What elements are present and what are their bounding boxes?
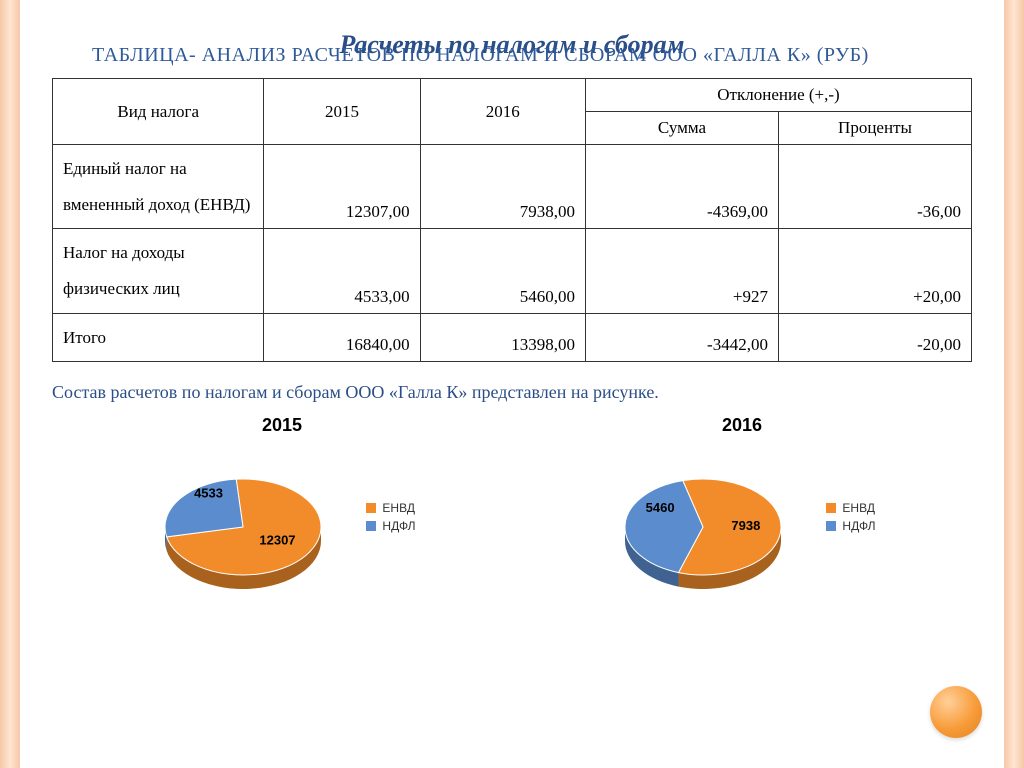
decorative-left-bar: [0, 0, 20, 768]
cell-pct: -36,00: [778, 145, 971, 229]
cell-sum: -4369,00: [585, 145, 778, 229]
label: Единый налог на вмененный доход (ЕНВД): [53, 145, 264, 229]
legend-swatch: [366, 521, 376, 531]
cell-2015: 4533,00: [264, 229, 420, 313]
svg-text:12307: 12307: [260, 532, 296, 547]
th-deviation-group: Отклонение (+,-): [585, 79, 971, 112]
cell-sum: +927: [585, 229, 778, 313]
decorative-right-bar: [1004, 0, 1024, 768]
cell-2016: 13398,00: [420, 313, 585, 362]
legend-label: НДФЛ: [842, 519, 875, 533]
legend-item: НДФЛ: [826, 519, 875, 533]
legend-label: ЕНВД: [842, 501, 875, 515]
svg-text:4533: 4533: [194, 485, 223, 500]
label: Налог на доходы физических лиц: [53, 229, 264, 313]
legend-label: НДФЛ: [382, 519, 415, 533]
th-tax-type: Вид налога: [53, 79, 264, 145]
table-row: Единый налог на вмененный доход (ЕНВД)12…: [53, 145, 972, 229]
cell-2015: 12307,00: [264, 145, 420, 229]
cell-pct: +20,00: [778, 229, 971, 313]
legend-item: ЕНВД: [366, 501, 415, 515]
tax-table: Вид налога 2015 2016 Отклонение (+,-) Су…: [52, 78, 972, 362]
cell-2015: 16840,00: [264, 313, 420, 362]
slide-subtitle: ТАБЛИЦА- АНАЛИЗ РАСЧЕТОВ ПО НАЛОГАМ И СБ…: [92, 42, 972, 68]
legend-swatch: [826, 521, 836, 531]
svg-text:5460: 5460: [646, 500, 675, 515]
th-2015: 2015: [264, 79, 420, 145]
chart-2015-block: 2015 12307 4533 ЕНВД НДФЛ: [148, 415, 415, 592]
legend-label: ЕНВД: [382, 501, 415, 515]
cell-2016: 5460,00: [420, 229, 585, 313]
th-dev-sum: Сумма: [585, 112, 778, 145]
legend-swatch: [826, 503, 836, 513]
cell-pct: -20,00: [778, 313, 971, 362]
chart-2016-block: 2016 7938 5460 ЕНВД НДФЛ: [608, 415, 875, 592]
legend-item: ЕНВД: [826, 501, 875, 515]
chart-2016-title: 2016: [722, 415, 762, 436]
pie-chart-2015: 12307 4533: [148, 442, 348, 592]
chart-2015-title: 2015: [262, 415, 302, 436]
th-2016: 2016: [420, 79, 585, 145]
legend-2016: ЕНВД НДФЛ: [826, 497, 875, 537]
pie-chart-2016: 7938 5460: [608, 442, 808, 592]
legend-swatch: [366, 503, 376, 513]
legend-item: НДФЛ: [366, 519, 415, 533]
charts-row: 2015 12307 4533 ЕНВД НДФЛ 2016 7938 5460 ЕН…: [52, 415, 972, 592]
table-row: Налог на доходы физических лиц4533,00546…: [53, 229, 972, 313]
cell-2016: 7938,00: [420, 145, 585, 229]
figure-caption: Состав расчетов по налогам и сборам ООО …: [52, 380, 972, 404]
legend-2015: ЕНВД НДФЛ: [366, 497, 415, 537]
decorative-corner-dot: [930, 686, 982, 738]
tax-table-body: Единый налог на вмененный доход (ЕНВД)12…: [53, 145, 972, 362]
table-row: Итого16840,0013398,00-3442,00-20,00: [53, 313, 972, 362]
th-dev-pct: Проценты: [778, 112, 971, 145]
label: Итого: [53, 313, 264, 362]
svg-text:7938: 7938: [732, 517, 761, 532]
cell-sum: -3442,00: [585, 313, 778, 362]
slide-content: Расчеты по налогам и сборам ТАБЛИЦА- АНА…: [22, 0, 1002, 592]
